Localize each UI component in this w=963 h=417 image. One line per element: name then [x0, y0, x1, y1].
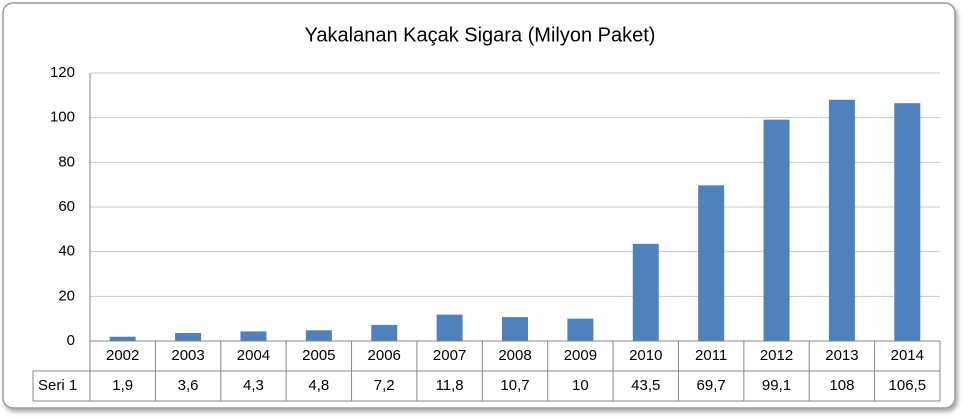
data-label: 10,7 — [500, 377, 529, 394]
data-label: 11,8 — [436, 377, 464, 394]
x-tick-label: 2002 — [106, 347, 139, 364]
x-tick-label: 2008 — [498, 347, 531, 364]
data-label: 108 — [829, 377, 854, 394]
data-label: 4,8 — [308, 377, 329, 394]
bar — [175, 332, 202, 341]
y-tick-label: 80 — [58, 153, 75, 170]
x-tick-label: 2006 — [368, 347, 401, 364]
data-label: 1,9 — [112, 377, 133, 394]
y-tick-label: 0 — [67, 332, 75, 349]
x-tick-label: 2005 — [302, 347, 335, 364]
data-label: 7,2 — [374, 377, 395, 394]
x-tick-label: 2011 — [695, 347, 727, 364]
chart-title: Yakalanan Kaçak Sigara (Milyon Paket) — [305, 24, 656, 46]
bar — [698, 185, 725, 341]
x-tick-label: 2004 — [237, 347, 270, 364]
y-tick-label: 40 — [58, 243, 75, 260]
x-tick-label: 2003 — [171, 347, 204, 364]
data-label: 4,3 — [243, 377, 264, 394]
bar — [632, 243, 659, 341]
data-label: 69,7 — [697, 377, 726, 394]
x-tick-label: 2010 — [629, 347, 662, 364]
x-tick-label: 2007 — [433, 347, 466, 364]
bar — [436, 314, 463, 341]
data-label: 3,6 — [178, 377, 199, 394]
bar — [305, 330, 332, 341]
data-label: 99,1 — [762, 377, 791, 394]
bar — [763, 119, 790, 341]
bar — [894, 103, 921, 342]
y-tick-label: 60 — [58, 198, 75, 215]
x-tick-label: 2009 — [564, 347, 597, 364]
y-tick-label: 120 — [50, 64, 75, 81]
data-label: 43,5 — [631, 377, 660, 394]
data-label: 106,5 — [889, 377, 927, 394]
x-tick-label: 2012 — [760, 347, 793, 364]
x-tick-label: 2013 — [825, 347, 858, 364]
x-tick-label: 2014 — [891, 347, 924, 364]
bar — [240, 331, 267, 341]
legend-label: Seri 1 — [38, 377, 77, 394]
bar — [502, 317, 528, 341]
plot-area: 0 20 40 60 80 100 120 Seri 1 1,9 3,6 4,3 4,8 7,2 11,8… — [32, 64, 941, 402]
chart-frame — [2, 2, 956, 409]
y-tick-label: 20 — [58, 287, 75, 304]
bar — [567, 318, 594, 341]
bar — [371, 324, 398, 341]
y-tick-label: 100 — [50, 109, 75, 126]
data-label: 10 — [572, 377, 589, 394]
bar — [109, 336, 136, 341]
bar — [828, 99, 855, 341]
